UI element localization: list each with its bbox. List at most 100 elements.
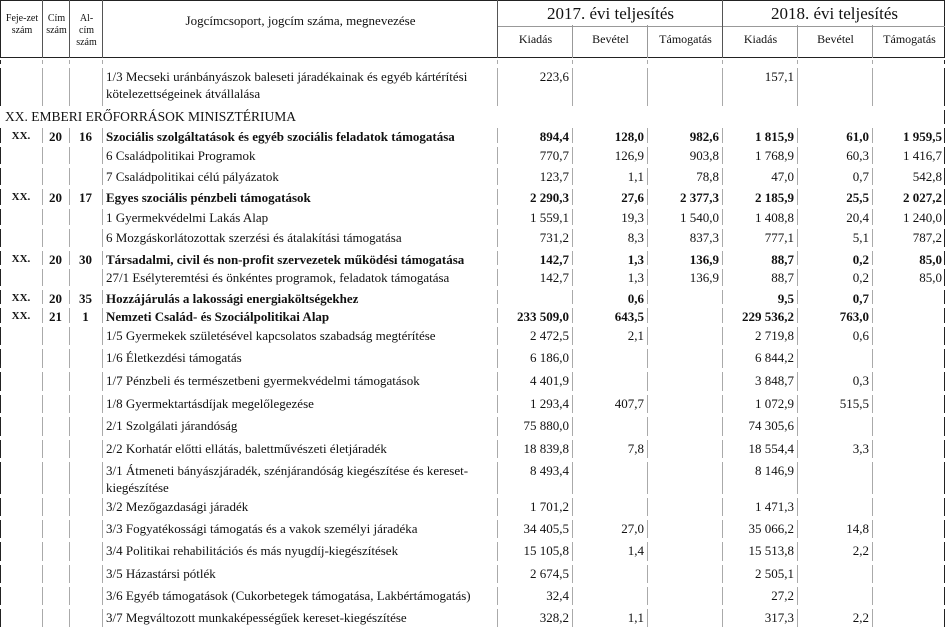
column-separator xyxy=(102,128,103,143)
column-separator xyxy=(42,609,43,627)
column-separator xyxy=(722,587,723,605)
column-separator xyxy=(572,168,573,185)
bevetel-2018-cell xyxy=(797,347,872,349)
cim-cell xyxy=(42,585,69,587)
column-separator xyxy=(497,168,498,185)
tamogatas-2018-cell xyxy=(872,66,945,68)
column-separator xyxy=(797,229,798,247)
column-separator xyxy=(572,609,573,627)
header-sub-bevétel: Bevétel xyxy=(592,32,629,46)
table-row: XX. 21 1 Nemzeti Család- és Szociálpolitika… xyxy=(0,306,945,325)
column-separator xyxy=(647,462,648,494)
fejezet-cell xyxy=(0,145,42,147)
kiadas-2018-cell: 1 072,9 xyxy=(755,396,794,411)
column-separator xyxy=(102,290,103,304)
column-separator xyxy=(497,498,498,516)
column-separator xyxy=(69,609,70,627)
column-separator xyxy=(872,68,873,106)
column-separator xyxy=(497,565,498,583)
column-separator xyxy=(69,251,70,265)
column-separator xyxy=(497,269,498,286)
tamogatas-2017-cell: 982,6 xyxy=(689,129,719,144)
alcim-cell xyxy=(69,607,102,609)
column-separator xyxy=(872,520,873,538)
kiadas-2018-cell: 88,7 xyxy=(771,252,794,267)
column-separator xyxy=(0,520,1,538)
alcim-cell xyxy=(69,496,102,498)
column-separator xyxy=(872,60,873,64)
bevetel-2018-cell: 3,3 xyxy=(852,441,869,456)
column-separator xyxy=(647,251,648,265)
kiadas-2018-cell: 6 844,2 xyxy=(755,350,794,365)
alcim-cell xyxy=(69,585,102,587)
alcim-cell xyxy=(69,145,102,147)
header-name: Jogcímcsoport, jogcím száma, megnevezése xyxy=(185,13,416,28)
jogcim-name-cell: Szociális szolgáltatások és egyéb szociá… xyxy=(106,129,455,144)
table-row: 1/8 Gyermektartásdíjak megelőlegezése 1 2… xyxy=(0,393,945,415)
column-separator xyxy=(872,542,873,561)
kiadas-2017-cell xyxy=(497,288,572,290)
column-separator xyxy=(42,290,43,304)
kiadas-2017-cell: 8 493,4 xyxy=(530,463,569,478)
kiadas-2017-cell: 894,4 xyxy=(539,129,569,144)
column-separator xyxy=(797,565,798,583)
tamogatas-2018-cell xyxy=(872,585,945,587)
kiadas-2018-cell: 317,3 xyxy=(764,610,794,625)
bevetel-2018-cell: 763,0 xyxy=(839,309,869,324)
tamogatas-2018-cell: 85,0 xyxy=(919,252,942,267)
bevetel-2017-cell: 1,3 xyxy=(627,252,644,267)
column-separator xyxy=(42,587,43,605)
bevetel-2017-cell: 128,0 xyxy=(614,129,644,144)
header-sub-kiadás: Kiadás xyxy=(743,32,778,46)
bevetel-2018-cell: 2,2 xyxy=(852,543,869,558)
kiadas-2018-cell: 35 066,2 xyxy=(748,521,795,536)
column-separator xyxy=(69,209,70,225)
jogcim-name-cell: Nemzeti Család- és Szociálpolitikai Alap xyxy=(106,309,330,324)
column-separator xyxy=(497,209,498,225)
kiadas-2018-cell: 2 185,9 xyxy=(755,190,794,205)
column-separator xyxy=(497,462,498,494)
kiadas-2017-cell: 6 186,0 xyxy=(530,350,569,365)
column-separator xyxy=(797,209,798,225)
bevetel-2018-cell: 5,1 xyxy=(852,230,869,245)
header-separator xyxy=(722,0,723,58)
column-separator xyxy=(797,349,798,368)
alcim-cell xyxy=(69,267,102,269)
column-separator xyxy=(0,168,1,185)
kiadas-2017-cell: 1 559,1 xyxy=(530,210,569,225)
tamogatas-2017-cell xyxy=(647,438,722,440)
column-separator xyxy=(872,251,873,265)
tamogatas-2018-cell: 1 416,7 xyxy=(903,148,942,163)
kiadas-2018-cell: 47,0 xyxy=(771,169,794,184)
column-separator xyxy=(102,308,103,323)
column-separator xyxy=(647,372,648,391)
bevetel-2017-cell: 27,6 xyxy=(621,190,644,205)
column-separator xyxy=(69,128,70,143)
table-row: 3/2 Mezőgazdasági járadék 1 701,2 1 471,3 xyxy=(0,496,945,518)
kiadas-2018-cell: 15 513,8 xyxy=(748,543,795,558)
column-separator xyxy=(0,327,1,345)
column-separator xyxy=(497,417,498,436)
column-separator xyxy=(797,128,798,143)
column-separator xyxy=(69,147,70,164)
column-separator xyxy=(647,229,648,247)
bevetel-2017-cell: 19,3 xyxy=(621,210,644,225)
alcim-cell xyxy=(69,227,102,229)
header-sub-támogatás: Támogatás xyxy=(883,32,936,46)
kiadas-2018-cell: 74 305,6 xyxy=(748,418,795,433)
jogcim-name-cell: 1/6 Életkezdési támogatás xyxy=(106,350,242,365)
column-separator xyxy=(572,542,573,561)
bevetel-2018-cell: 0,2 xyxy=(852,270,869,285)
kiadas-2018-cell: 1 768,9 xyxy=(755,148,794,163)
column-separator xyxy=(797,189,798,205)
column-separator xyxy=(102,395,103,413)
column-separator xyxy=(69,308,70,323)
alcim-cell: 1 xyxy=(82,309,89,324)
column-separator xyxy=(647,308,648,323)
column-separator xyxy=(872,609,873,627)
column-separator xyxy=(572,587,573,605)
column-separator xyxy=(797,327,798,345)
cim-cell xyxy=(42,518,69,520)
column-separator xyxy=(572,462,573,494)
tamogatas-2018-cell xyxy=(872,438,945,440)
